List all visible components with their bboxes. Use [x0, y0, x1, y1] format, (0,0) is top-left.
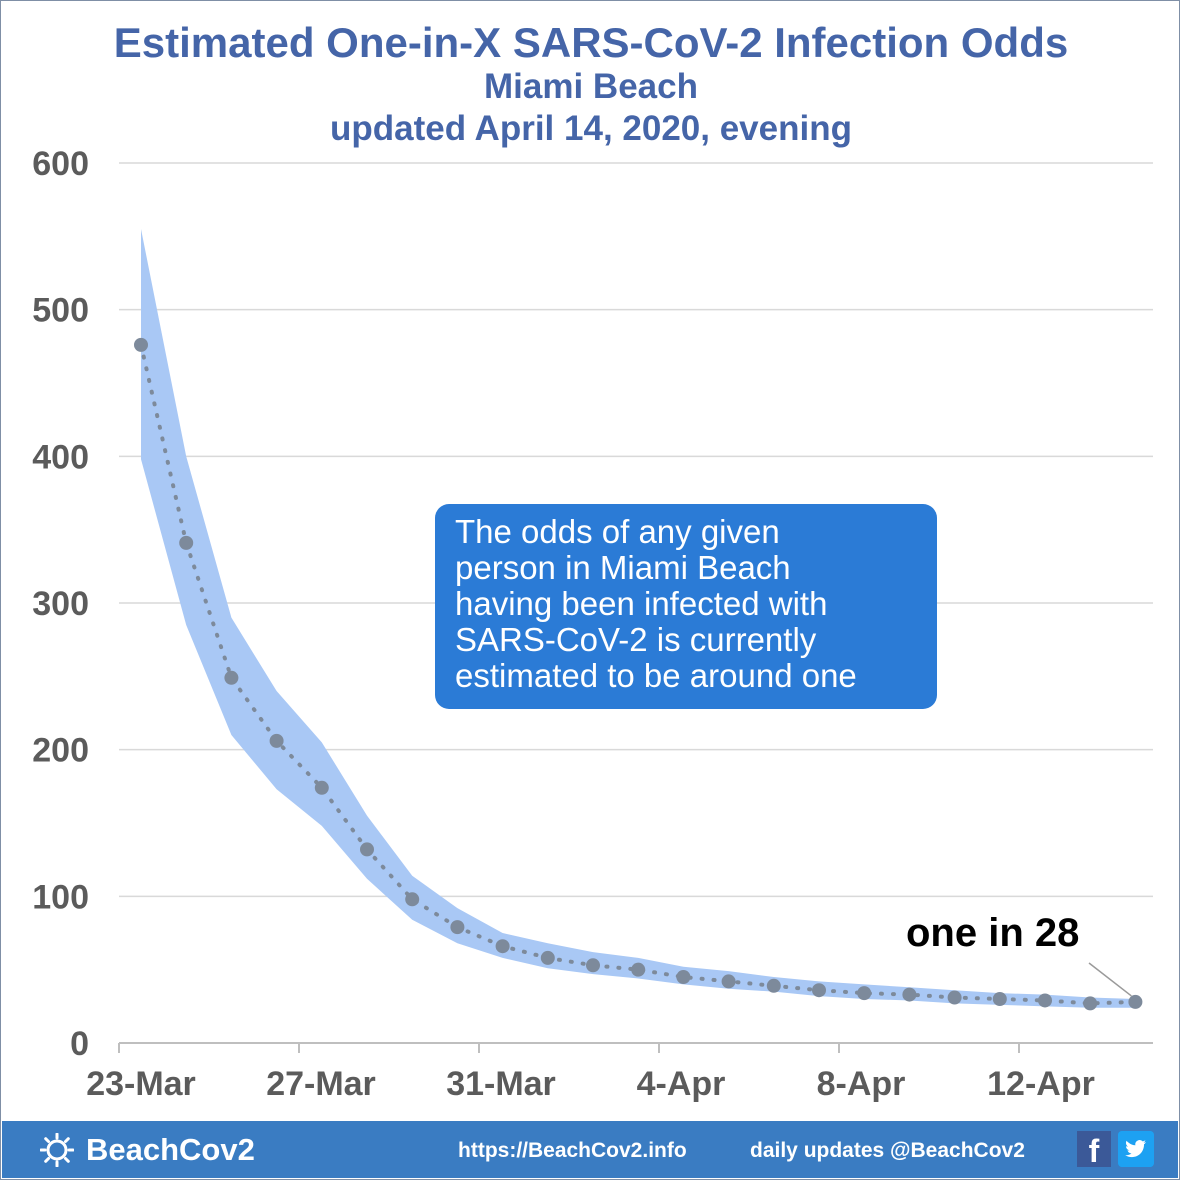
data-point — [314, 780, 329, 795]
data-point — [405, 892, 420, 907]
x-tick-label: 12-Apr — [987, 1065, 1095, 1103]
data-point — [631, 962, 646, 977]
callout-line: having been infected with — [455, 585, 828, 622]
data-point — [224, 670, 239, 685]
y-tick-label: 100 — [32, 878, 89, 916]
callout-line: person in Miami Beach — [455, 549, 791, 586]
callout-line: estimated to be around one — [455, 657, 857, 694]
data-point — [721, 974, 736, 989]
sun-gear-icon — [40, 1133, 74, 1167]
data-point — [1083, 996, 1098, 1011]
data-point — [360, 842, 374, 857]
y-tick-label: 0 — [70, 1025, 89, 1063]
footer-site-link[interactable]: https://BeachCov2.info — [458, 1139, 687, 1162]
y-tick-label: 300 — [32, 585, 89, 623]
x-tick-label: 8-Apr — [817, 1065, 906, 1103]
callout-leader-line — [1088, 962, 1132, 997]
x-tick-label: 23-Mar — [86, 1065, 196, 1103]
data-point — [1128, 994, 1143, 1009]
chart-subtitle-location: Miami Beach — [484, 67, 698, 106]
data-point — [179, 535, 194, 550]
data-point — [450, 920, 465, 935]
data-point — [134, 337, 148, 352]
data-point — [269, 733, 284, 748]
data-point — [586, 958, 600, 973]
data-point — [495, 939, 510, 954]
series-line — [139, 342, 1138, 1006]
callout-label: one in 28 — [906, 911, 1079, 956]
y-tick-label: 200 — [32, 732, 89, 770]
data-point — [1038, 993, 1052, 1008]
y-tick-label: 600 — [32, 145, 89, 183]
data-point — [992, 992, 1007, 1006]
chart-title: Estimated One-in-X SARS-CoV-2 Infection … — [113, 19, 1069, 66]
facebook-icon[interactable]: f — [1077, 1131, 1111, 1169]
y-tick-label: 500 — [32, 292, 89, 330]
callout-label-prefix: one in — [906, 911, 1024, 955]
data-point — [540, 950, 555, 965]
data-point — [676, 970, 691, 984]
data-point — [766, 978, 781, 993]
callout-line: The odds of any given — [455, 513, 780, 550]
data-point — [812, 983, 826, 998]
data-point — [857, 986, 872, 1001]
footer-brand: BeachCov2 — [86, 1132, 255, 1167]
x-tick-label: 27-Mar — [266, 1065, 376, 1103]
callout-line: SARS-CoV-2 is currently — [455, 621, 817, 658]
callout-box: The odds of any given person in Miami Be… — [435, 504, 937, 709]
twitter-icon[interactable] — [1118, 1131, 1154, 1167]
y-tick-label: 400 — [32, 438, 89, 476]
x-tick-label: 31-Mar — [446, 1065, 556, 1103]
data-point — [902, 987, 917, 1002]
callout-label-value: 28 — [1034, 911, 1080, 955]
chart-plot: 0 100 200 300 400 500 600 23-Mar 27-Mar 31-Mar 4-A… — [32, 145, 1153, 1103]
footer-bar: BeachCov2 https://BeachCov2.info daily u… — [2, 1121, 1178, 1178]
chart-subtitle-updated: updated April 14, 2020, evening — [330, 109, 852, 148]
data-point — [947, 990, 962, 1005]
x-tick-label: 4-Apr — [637, 1065, 726, 1103]
footer-daily-updates: daily updates @BeachCov2 — [750, 1139, 1025, 1162]
